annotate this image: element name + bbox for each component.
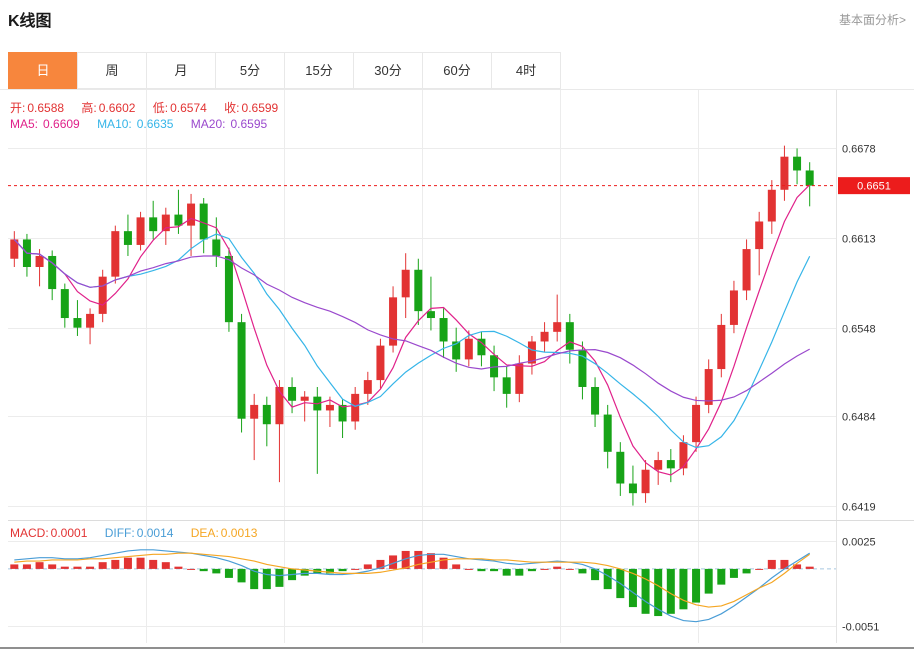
high-stat: 高: 0.6602 bbox=[81, 101, 135, 115]
ma5-value: 0.6609 bbox=[43, 117, 80, 131]
tab-4hour[interactable]: 4时 bbox=[491, 52, 561, 89]
svg-text:0.6548: 0.6548 bbox=[842, 324, 876, 336]
diff-value: 0.0014 bbox=[136, 526, 174, 540]
kline-macd-canvas[interactable]: 0.6678 0.6613 0.6548 0.6484 0.6419 0.0025 -0.0… bbox=[0, 90, 914, 648]
open-stat: 开: 0.6588 bbox=[10, 101, 64, 115]
svg-text:0.0025: 0.0025 bbox=[842, 537, 876, 549]
macd-label: MACD: bbox=[10, 526, 49, 540]
diff-line bbox=[14, 549, 811, 623]
ma20-label: MA20: bbox=[190, 117, 226, 131]
ma5-label: MA5: bbox=[10, 117, 39, 131]
low-stat: 低: 0.6574 bbox=[153, 101, 207, 115]
fundamental-analysis-link[interactable]: 基本面分析> bbox=[838, 12, 906, 27]
svg-text:0.6419: 0.6419 bbox=[842, 502, 876, 514]
low-label: 低: bbox=[152, 101, 169, 115]
macd-stat: MACD: 0.0001 bbox=[10, 526, 87, 540]
macd-info: MACD: 0.0001 DIFF: 0.0014 DEA: 0.0013 bbox=[10, 526, 271, 540]
tab-month[interactable]: 月 bbox=[146, 52, 216, 89]
low-value: 0.6574 bbox=[170, 101, 207, 115]
high-label: 高: bbox=[81, 101, 97, 115]
tab-15min[interactable]: 15分 bbox=[284, 52, 354, 89]
open-label: 开: bbox=[10, 101, 26, 115]
high-value: 0.6602 bbox=[98, 101, 136, 115]
macd-value: 0.0001 bbox=[50, 526, 88, 540]
last-price-tag bbox=[838, 177, 910, 195]
close-stat: 收: 0.6599 bbox=[224, 101, 278, 115]
svg-text:0.6678: 0.6678 bbox=[842, 144, 876, 156]
period-tabbar: 日周月 5分 15分 30分 60分 4时 bbox=[8, 52, 561, 89]
ma5-line bbox=[13, 184, 811, 476]
ma20-stat: MA20: 0.6595 bbox=[191, 117, 267, 131]
svg-text:-0.0051: -0.0051 bbox=[842, 622, 879, 634]
page-title: K线图 bbox=[8, 13, 52, 30]
open-value: 0.6588 bbox=[27, 101, 65, 115]
ohlc-info: 开: 0.6588 高: 0.6602 低: 0.6574 收: 0.6599 bbox=[10, 99, 292, 116]
chart-area: 0.6678 0.6613 0.6548 0.6484 0.6419 0.0025 -0.0… bbox=[0, 89, 914, 647]
tab-30min[interactable]: 30分 bbox=[353, 52, 423, 89]
ma-info: MA5: 0.6609 MA10: 0.6635 MA20: 0.6595 bbox=[10, 117, 281, 131]
ma10-line bbox=[13, 233, 811, 449]
diff-stat: DIFF: 0.0014 bbox=[105, 526, 174, 540]
dea-stat: DEA: 0.0013 bbox=[191, 526, 258, 540]
ma20-value: 0.6595 bbox=[230, 117, 268, 131]
svg-text:0.6484: 0.6484 bbox=[842, 412, 876, 424]
tab-5min[interactable]: 5分 bbox=[215, 52, 285, 89]
dea-value: 0.0013 bbox=[220, 526, 258, 540]
dea-line bbox=[14, 552, 811, 608]
candles-group bbox=[10, 145, 814, 506]
tab-60min[interactable]: 60分 bbox=[422, 52, 492, 89]
ma10-stat: MA10: 0.6635 bbox=[97, 117, 173, 131]
tab-week[interactable]: 周 bbox=[77, 52, 147, 89]
diff-label: DIFF: bbox=[104, 526, 135, 540]
svg-text:0.6651: 0.6651 bbox=[857, 181, 891, 193]
close-label: 收: bbox=[224, 101, 240, 115]
macd-group bbox=[10, 549, 814, 623]
tab-day[interactable]: 日 bbox=[8, 52, 78, 89]
svg-text:0.6613: 0.6613 bbox=[842, 234, 876, 246]
ma10-value: 0.6635 bbox=[136, 117, 174, 131]
ma5-stat: MA5: 0.6609 bbox=[10, 117, 80, 131]
close-value: 0.6599 bbox=[241, 101, 279, 115]
ma20-line bbox=[13, 239, 810, 402]
ma10-label: MA10: bbox=[97, 117, 132, 131]
header: K线图 基本面分析> bbox=[8, 8, 906, 31]
dea-label: DEA: bbox=[190, 526, 219, 540]
